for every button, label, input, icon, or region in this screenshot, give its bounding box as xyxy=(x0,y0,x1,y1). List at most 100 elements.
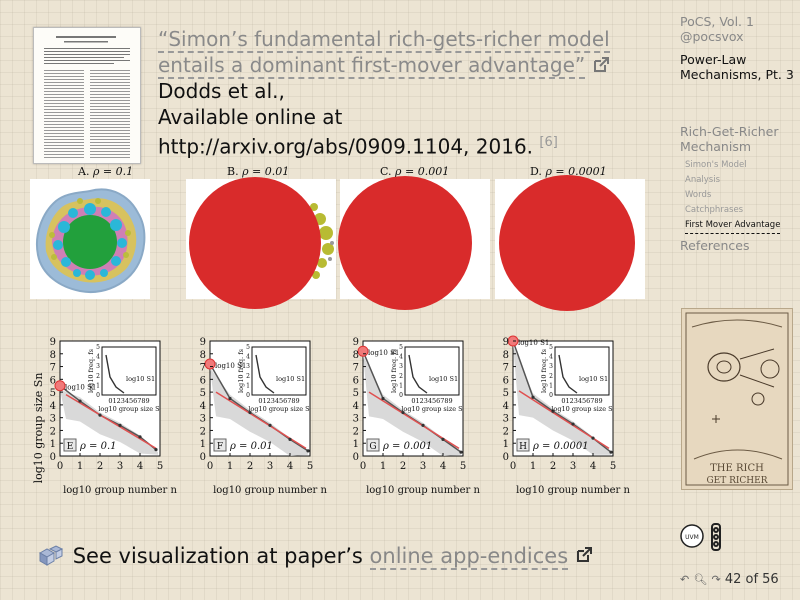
panel-letter-box xyxy=(63,438,77,452)
y-tick-label: 8 xyxy=(353,350,359,361)
panel-d-circles xyxy=(495,175,645,311)
nav-section[interactable]: Rich-Get-Richer Mechanism xyxy=(680,124,779,154)
data-point xyxy=(268,423,272,427)
back-icon[interactable]: ↶ xyxy=(680,573,690,586)
inset-x-label: log10 group size S xyxy=(98,405,159,413)
inset-y-tick: 0 xyxy=(549,392,553,399)
x-axis-label-e: log10 group number n xyxy=(63,485,177,496)
inset-frame xyxy=(554,346,610,396)
panel-letter-box xyxy=(366,438,380,452)
nav-sub-catchphrases[interactable]: Catchphrases xyxy=(685,205,744,215)
y-tick-label: 4 xyxy=(503,401,509,412)
x-tick-label: 1 xyxy=(77,461,83,472)
first-mover-marker xyxy=(204,358,216,370)
cartoon-illustration: THE RICH GET RICHER xyxy=(685,312,789,486)
inset-s1-label: log10 S1 xyxy=(429,375,458,383)
inset-x-label: log10 group size S xyxy=(401,405,462,413)
forward-icon[interactable]: ↷ xyxy=(711,573,721,586)
vermont-complex-systems-icon xyxy=(711,523,721,551)
inset-x-ticks: 0123456789 xyxy=(258,397,299,405)
nav-references[interactable]: References xyxy=(680,238,750,253)
paper-text-lines xyxy=(44,36,130,158)
y-tick-label: 0 xyxy=(503,452,509,463)
inset-y-tick: 4 xyxy=(549,354,553,361)
paper-thumbnail[interactable] xyxy=(33,27,141,164)
inset-y-tick: 5 xyxy=(399,344,403,351)
inset-series-line xyxy=(105,354,125,394)
data-point xyxy=(551,409,555,413)
x-tick-label: 4 xyxy=(590,461,596,472)
y-tick-label: 0 xyxy=(200,452,206,463)
x-tick-label: 0 xyxy=(510,461,516,472)
inset-x-ticks: 0123456789 xyxy=(561,397,602,405)
data-point xyxy=(609,450,613,454)
y-tick-label: 3 xyxy=(200,414,206,425)
nav-subsections: Simon's Model Analysis Words Catchphrase… xyxy=(680,158,798,234)
y-tick-label: 9 xyxy=(200,337,206,348)
quote-line-1: “Simon’s fundamental rich-gets-richer mo… xyxy=(158,27,610,53)
inset-frame xyxy=(101,346,157,396)
model-line xyxy=(65,394,157,449)
y-tick-label: 4 xyxy=(200,401,206,412)
data-point xyxy=(288,437,292,441)
x-tick-label: 3 xyxy=(117,461,123,472)
citation-reference[interactable]: [6] xyxy=(539,135,558,150)
inset-y-tick: 5 xyxy=(96,344,100,351)
y-tick-label: 2 xyxy=(50,426,56,437)
x-tick-label: 2 xyxy=(97,461,103,472)
y-tick-label: 2 xyxy=(353,426,359,437)
external-link-icon xyxy=(593,57,609,72)
search-icon[interactable]: 🔍︎ xyxy=(693,573,708,586)
figure: A. ρ = 0.1 B. ρ = 0.01 C. ρ = 0.001 D. ρ… xyxy=(30,165,645,496)
y-tick-label: 6 xyxy=(50,375,56,386)
x-axis-label-h: log10 group number n xyxy=(516,485,630,496)
inset-x-label: log10 group size S xyxy=(248,405,309,413)
citation-block: “Simon’s fundamental rich-gets-richer mo… xyxy=(158,26,628,160)
inset-series-line xyxy=(558,354,578,394)
data-point xyxy=(228,396,232,401)
page-counter: 42 of 56 xyxy=(724,572,779,587)
data-point xyxy=(459,450,463,454)
data-point xyxy=(531,395,535,399)
panel-rho: ρ = 0.1 xyxy=(79,441,117,452)
x-tick-label: 2 xyxy=(400,461,406,472)
x-tick-label: 5 xyxy=(157,461,163,472)
panel-letter: E xyxy=(67,442,74,452)
app-endices-link[interactable]: online app-endices xyxy=(369,544,569,570)
data-point xyxy=(118,423,122,427)
nav-sub-simon[interactable]: Simon's Model xyxy=(685,160,747,170)
x-tick-label: 0 xyxy=(57,461,63,472)
inset-y-tick: 4 xyxy=(399,354,403,361)
y-tick-label: 8 xyxy=(503,350,509,361)
x-tick-label: 1 xyxy=(227,461,233,472)
nav-handle[interactable]: @pocsvox xyxy=(680,29,744,44)
inset-y-tick: 0 xyxy=(96,392,100,399)
data-point xyxy=(571,422,575,426)
inset-y-label: log10 freq. fs xyxy=(87,349,95,393)
citation-url: http://arxiv.org/abs/0909.1104, 2016. xyxy=(158,134,534,159)
inset-y-tick: 5 xyxy=(246,344,250,351)
inset-y-tick: 3 xyxy=(399,363,403,370)
nav-sub-analysis[interactable]: Analysis xyxy=(685,175,721,185)
inset-y-tick: 5 xyxy=(549,344,553,351)
inset-x-ticks: 0123456789 xyxy=(411,397,452,405)
nav-lecture[interactable]: Power-Law Mechanisms, Pt. 3 xyxy=(680,52,794,82)
y-tick-label: 8 xyxy=(50,350,56,361)
panel-letter: G xyxy=(369,442,376,452)
inset-series-line xyxy=(255,354,275,394)
citation-quote[interactable]: “Simon’s fundamental rich-gets-richer mo… xyxy=(158,26,628,79)
rich-get-richer-cartoon: THE RICH GET RICHER xyxy=(681,308,793,490)
pager: ↶ 🔍︎ ↷ 42 of 56 xyxy=(680,572,779,587)
panel-label-c: C. ρ = 0.001 xyxy=(380,165,449,178)
inset-y-tick: 1 xyxy=(246,382,250,389)
nav-sub-first-mover[interactable]: First Mover Advantage xyxy=(685,218,781,234)
data-point xyxy=(154,448,158,452)
panel-letter-box xyxy=(213,438,227,452)
y-tick-label: 7 xyxy=(353,363,359,374)
external-link-icon[interactable] xyxy=(575,546,593,564)
nav-course[interactable]: PoCS, Vol. 1 xyxy=(680,14,754,29)
cartoon-caption-2: GET RICHER xyxy=(706,476,767,486)
nav-sub-words[interactable]: Words xyxy=(685,190,712,200)
